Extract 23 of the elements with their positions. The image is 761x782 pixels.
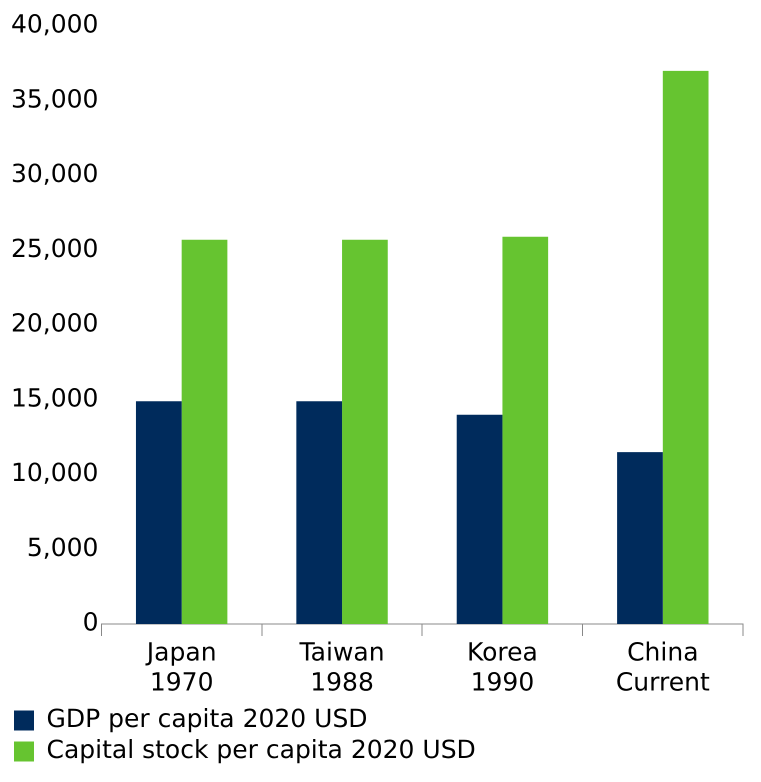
x-tick-label: Japan 1970 [144,638,217,696]
bar [456,414,502,624]
y-tick-label: 30,000 [10,159,98,188]
bar [502,236,548,624]
bar [662,70,709,624]
y-tick-label: 5,000 [26,532,98,562]
x-tick-label: China Current [616,638,710,696]
bar [296,401,342,624]
y-tick-label: 15,000 [10,383,98,412]
bar [136,401,182,624]
x-tick-label: Taiwan 1988 [298,638,385,696]
y-tick-label: 0 [82,608,98,636]
legend-label: Capital stock per capita 2020 USD [46,735,476,764]
legend-label: GDP per capita 2020 USD [46,704,368,733]
x-tick-label: Korea 1990 [466,638,538,696]
bar [617,452,663,624]
bar [182,240,228,624]
bar [342,240,388,624]
y-tick-label: 10,000 [10,458,98,487]
y-tick-label: 20,000 [10,308,98,338]
y-tick-label: 25,000 [10,234,98,263]
y-tick-label: 35,000 [10,84,98,114]
y-tick-label: 40,000 [10,10,98,38]
